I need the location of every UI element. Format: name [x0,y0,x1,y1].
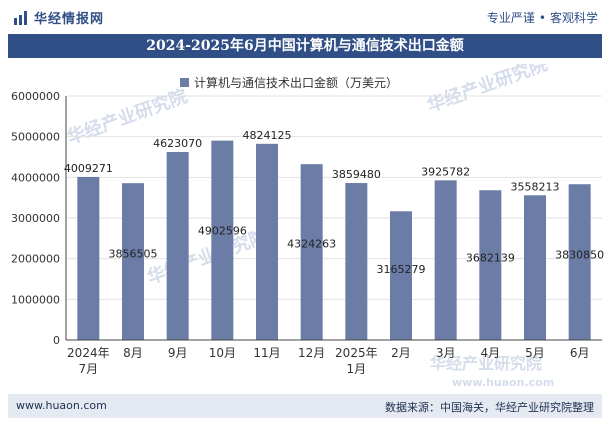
bar [166,151,189,340]
bar [390,211,412,340]
y-tick-label: 2000000 [11,253,60,266]
bar [77,176,100,340]
bars [77,140,591,340]
x-tick-label: 2024年 [67,346,110,360]
footer-source: 数据来源：中国海关，华经产业研究院整理 [385,401,594,414]
data-label: 4009271 [64,162,113,175]
bar [568,184,591,340]
y-axis: 0 1000000 2000000 3000000 4000000 5000000 6000… [11,90,67,347]
y-tick-label: 6000000 [11,90,60,103]
data-label: 3830850 [555,248,604,261]
bar [434,180,457,340]
bar-chart: 华经产业研究院华经产业研究院华经产业研究院华经产业研究院www.huaon.co… [11,64,604,389]
bar [300,164,323,340]
data-label: 3165279 [377,263,426,276]
logo[interactable]: 华经情报网 [14,8,104,27]
watermark-text: 华经产业研究院 [424,64,550,117]
y-tick-label: 3000000 [11,212,60,225]
data-label: 4324263 [287,237,336,250]
bar [211,140,234,340]
x-tick-label: 2025年 [335,346,378,360]
x-tick-label: 6月 [570,346,590,360]
slogan-left: 专业严谨 [486,11,535,25]
legend: 计算机与通信技术出口金额（万美元） [180,75,398,90]
bar [524,195,546,340]
x-tick-label: 11月 [253,346,280,360]
data-labels: 4009271 3856505 4623070 4902596 4824125 43242… [64,129,604,276]
x-tick-label: 10月 [209,346,236,360]
slogan-dot: • [538,11,546,25]
bar [345,183,368,340]
logo-icon [14,10,27,25]
footer-website[interactable]: www.huaon.com [16,399,107,412]
data-label: 3925782 [421,165,470,178]
data-label: 3859480 [332,168,381,181]
logo-text: 华经情报网 [34,12,105,27]
data-label: 4902596 [198,224,247,237]
data-label: 4824125 [243,129,292,142]
x-tick-label: 7月 [79,362,99,376]
x-tick-label: 5月 [525,346,545,360]
slogan-right: 客观科学 [549,11,598,25]
watermark-url: www.huaon.com [452,376,554,389]
data-label: 4623070 [153,137,202,150]
bar [256,143,278,340]
footer: www.huaon.com 数据来源：中国海关，华经产业研究院整理 [8,394,602,418]
x-tick-label: 3月 [436,346,456,360]
slogan: 专业严谨 • 客观科学 [487,9,598,26]
y-gridlines [66,95,602,341]
x-tick-label: 4月 [481,346,501,360]
x-axis: 2024年 7月 8月 9月 10月 11月 12月 2025年 1月 2月 3月 4月 5月 6月 [66,339,602,376]
top-bar: 华经情报网 专业严谨 • 客观科学 [0,0,610,34]
data-label: 3856505 [109,248,158,261]
y-tick-label: 4000000 [11,171,60,184]
x-tick-label: 9月 [168,346,188,360]
y-tick-label: 1000000 [11,293,60,306]
data-label: 3558213 [511,180,560,193]
bar [122,183,144,340]
x-tick-label: 1月 [347,362,367,376]
x-tick-label: 8月 [123,346,143,360]
y-tick-label: 0 [53,334,60,347]
bar [479,190,502,340]
legend-label: 计算机与通信技术出口金额（万美元） [194,75,398,90]
watermark-text: 华经产业研究院 [430,354,542,373]
y-tick-label: 5000000 [11,131,60,144]
chart-title: 2024-2025年6月中国计算机与通信技术出口金额 [8,34,602,58]
x-tick-label: 2月 [391,346,411,360]
data-label: 3682139 [466,252,515,265]
legend-swatch [180,78,189,87]
x-tick-label: 12月 [298,346,325,360]
